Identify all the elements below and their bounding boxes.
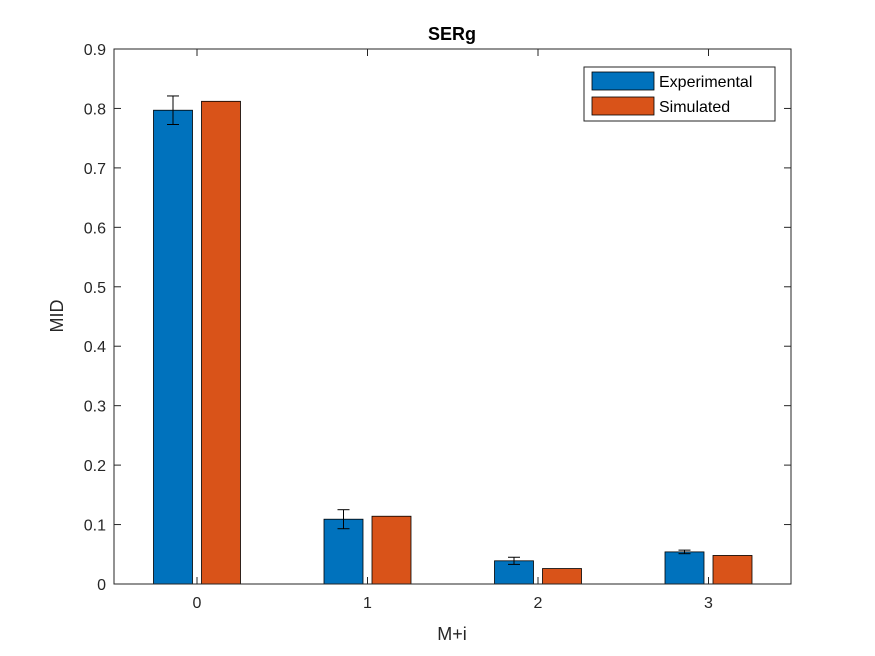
x-tick-label: 2 xyxy=(534,595,543,612)
y-tick-label: 0.4 xyxy=(84,339,106,356)
x-tick-label: 3 xyxy=(704,595,713,612)
legend: Experimental Simulated xyxy=(583,66,776,122)
bar-simulated-1 xyxy=(371,515,412,585)
legend-swatch-experimental xyxy=(591,71,655,91)
chart-title: SERg xyxy=(428,24,476,44)
legend-label-experimental: Experimental xyxy=(659,74,752,91)
y-tick-label: 0.9 xyxy=(84,42,106,59)
x-axis: 0 1 2 3 xyxy=(193,49,713,612)
y-tick-label: 0.3 xyxy=(84,399,106,416)
y-tick-label: 0.7 xyxy=(84,161,106,178)
legend-label-simulated: Simulated xyxy=(659,99,730,116)
bars xyxy=(153,100,753,585)
bar-simulated-2 xyxy=(542,568,582,585)
legend-swatch-simulated xyxy=(591,96,655,116)
error-bars xyxy=(167,95,691,565)
axes-box xyxy=(113,48,792,585)
x-tick-label: 1 xyxy=(363,595,372,612)
y-tick-label: 0 xyxy=(97,577,106,594)
x-tick-label: 0 xyxy=(193,595,202,612)
bar-experimental-0 xyxy=(153,109,193,585)
x-axis-title: M+i xyxy=(437,624,467,644)
bar-simulated-0 xyxy=(201,100,241,585)
y-axis-title: MID xyxy=(47,300,67,333)
y-tick-label: 0.8 xyxy=(84,101,106,118)
bar-experimental-1 xyxy=(323,518,364,585)
bar-experimental-3 xyxy=(664,551,705,585)
y-tick-label: 0.2 xyxy=(84,458,106,475)
y-tick-label: 0.6 xyxy=(84,220,106,237)
y-axis: 0 0.1 0.2 0.3 0.4 0.5 0.6 0.7 0.8 0.9 xyxy=(84,42,791,594)
y-tick-label: 0.1 xyxy=(84,518,106,535)
bar-simulated-3 xyxy=(712,555,753,585)
y-tick-label: 0.5 xyxy=(84,280,106,297)
